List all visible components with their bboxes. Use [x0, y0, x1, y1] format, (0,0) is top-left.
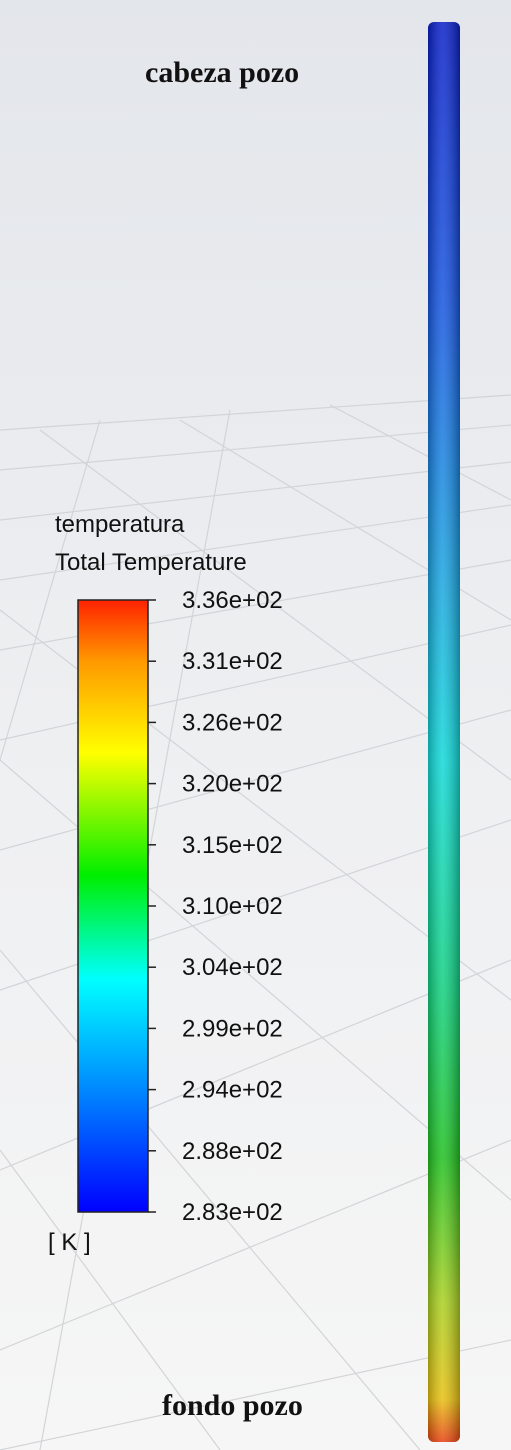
tick-label: 2.99e+02 — [182, 1015, 283, 1042]
bottom-label: fondo pozo — [162, 1389, 303, 1422]
tick-label: 3.31e+02 — [182, 648, 283, 675]
tick-label: 3.20e+02 — [182, 771, 283, 798]
tick-label: 2.88e+02 — [182, 1138, 283, 1165]
tick-label: 3.36e+02 — [182, 587, 283, 614]
top-label: cabeza pozo — [145, 56, 299, 89]
legend-title: temperatura — [55, 511, 185, 538]
tick-label: 3.15e+02 — [182, 832, 283, 859]
tick-label: 3.10e+02 — [182, 893, 283, 920]
color-bar — [77, 599, 149, 1213]
tick-label: 2.94e+02 — [182, 1077, 283, 1104]
legend-variable: Total Temperature — [55, 549, 247, 576]
well-pipe-shading — [428, 22, 460, 1442]
tick-label: 3.26e+02 — [182, 709, 283, 736]
legend-unit: [ K ] — [48, 1229, 91, 1256]
tick-label: 3.04e+02 — [182, 954, 283, 981]
tick-label: 2.83e+02 — [182, 1199, 283, 1226]
